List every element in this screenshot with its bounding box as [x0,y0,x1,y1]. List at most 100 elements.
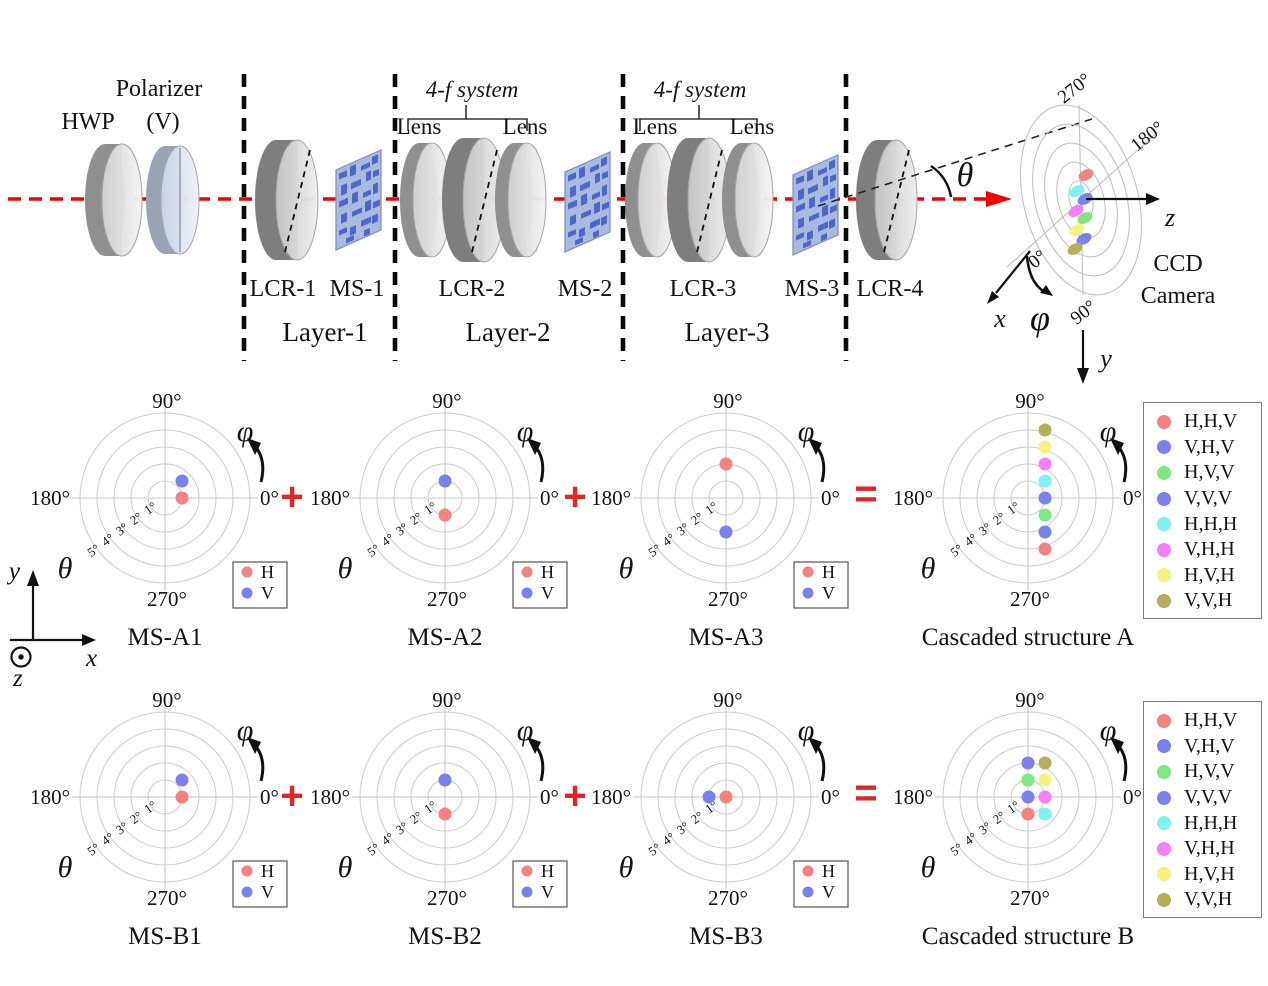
glyph-x-label: x [85,645,97,672]
data-point-VVV [1021,756,1035,770]
angle-label-0: 0° [540,486,559,510]
theta-symbol: θ [957,157,974,194]
data-point-HHV [1021,807,1035,821]
glyph-y-label: y [6,558,21,585]
legend-dot [802,886,814,898]
legend-dot [1157,790,1171,805]
theta-label: θ [338,851,353,884]
legend-dot [1157,816,1171,831]
radial-tick-label: 2° [990,808,1008,827]
legend-label: V,V,V [1184,786,1233,809]
axis-y-label: y [1097,344,1112,373]
legend-dot [802,865,814,877]
lens-label-3a: Lens [633,114,678,139]
radial-tick-label: 4° [379,530,397,549]
equals-operator: = [854,771,878,815]
ms1-label: MS-1 [330,276,385,302]
fourf-brace-layer3 [639,105,758,131]
legend-label: H,H,H [1184,512,1238,535]
legend-dot [521,566,533,578]
legend-label: V [822,882,835,902]
ccd-dot-group [1067,168,1094,256]
lens-disc-2a [400,142,452,258]
legend-dot [521,886,533,898]
phi-arrowhead [247,737,261,754]
legend-dot [1157,491,1171,506]
polarizer-state-label: (V) [146,109,179,135]
lcr1-disc [255,139,319,261]
legend-cascaded-a: H,H,V V,H,V H,V,V V,V,V H,H,H V,H,H H,V,H V,V,H [1143,402,1262,619]
data-point-H [438,807,452,821]
data-point-VHH [1038,790,1052,804]
target-axes [987,193,1160,384]
legend-item: H,H,H [1157,511,1261,537]
legend-dot [1157,440,1171,455]
legend-dot [1157,465,1171,480]
legend-box [232,561,288,609]
legend-dot [1157,739,1171,754]
lcr4-disc [856,139,918,261]
legend-dot [1157,517,1171,532]
polar-plot-ms-b1: 1° 2° 3° 4° 5° 90° 180° 0° 270° φ θ H V MS-B1 [30,667,295,951]
data-point-VHH [1038,457,1052,471]
polar-plot-cascaded-a: 1° 2° 3° 4° 5° 90° 180° 0° 270° φ θ Cascaded struc… [893,368,1158,652]
polar-chart-ms-b2: 1°2°3°4°5°90°180° 0°270°φθ HV [310,688,568,910]
radial-tick-label: 2° [407,808,425,827]
legend-dot [1157,764,1171,779]
phi-arrowhead [1110,737,1124,754]
radial-tick-label: 2° [990,509,1008,528]
data-point-V [175,474,189,488]
data-point-H [175,491,189,505]
radial-tick-label: 4° [99,829,117,848]
angle-label-90: 90° [432,688,461,712]
angle-label-0: 0° [821,785,840,809]
angle-label-0: 0° [821,486,840,510]
radial-tick-label: 5° [645,840,663,859]
plot-title: Cascaded structure B [921,923,1135,950]
legend-item: H,V,V [1157,759,1261,785]
legend-item: V,V,V [1157,486,1261,512]
plus-operator: + [563,475,587,519]
angle-label-270: 270° [708,587,748,611]
legend-dot [1157,542,1171,557]
ccd-dot [1077,192,1093,206]
angle-label-90: 90° [432,389,461,413]
radial-tick-label: 5° [364,541,382,560]
fourf-label-layer3: 4-f system [654,77,747,102]
fourf-label-layer2: 4-f system [426,77,519,102]
angle-label-180: 180° [310,785,350,809]
legend-dot [1157,867,1171,882]
legend-label: H,H,V [1184,709,1238,732]
lens-disc-3a [625,142,677,258]
legend-dot [241,587,253,599]
phi-arrow [1025,255,1044,293]
data-point-HVH [1038,773,1052,787]
theta-label: θ [58,851,73,884]
ccd-target [1006,104,1159,296]
screen-angle-180: 180° [1127,117,1168,156]
angle-label-0: 0° [540,785,559,809]
angle-label-0: 0° [260,785,279,809]
angle-label-90: 90° [152,688,181,712]
radial-tick-label: 3° [674,819,692,838]
legend-dot [1157,841,1171,856]
legend-item: H,V,H [1157,563,1261,589]
angle-label-90: 90° [1015,688,1044,712]
theta-arc [930,164,953,198]
data-point-HVV [1021,773,1035,787]
screen-angle-90: 90° [1067,296,1101,329]
lcr3-disc [667,137,731,263]
legend-box [512,860,568,908]
legend-label: V [261,882,274,902]
polar-plot-ms-b3: 1° 2° 3° 4° 5° 90° 180° 0° 270° φ θ H V MS-B3 [591,667,856,951]
angle-label-180: 180° [310,486,350,510]
data-point-H [719,457,733,471]
hwp-disc [85,143,143,257]
ccd-dot [1077,211,1093,225]
legend-label: H [541,861,554,881]
polar-plot-ms-a1: 1° 2° 3° 4° 5° 90° 180° 0° 270° φ θ H V MS-A1 [30,368,295,652]
angle-label-90: 90° [1015,389,1044,413]
data-point-V [438,773,452,787]
equals-operator: = [854,472,878,516]
legend-item: V,V,H [1157,588,1261,614]
